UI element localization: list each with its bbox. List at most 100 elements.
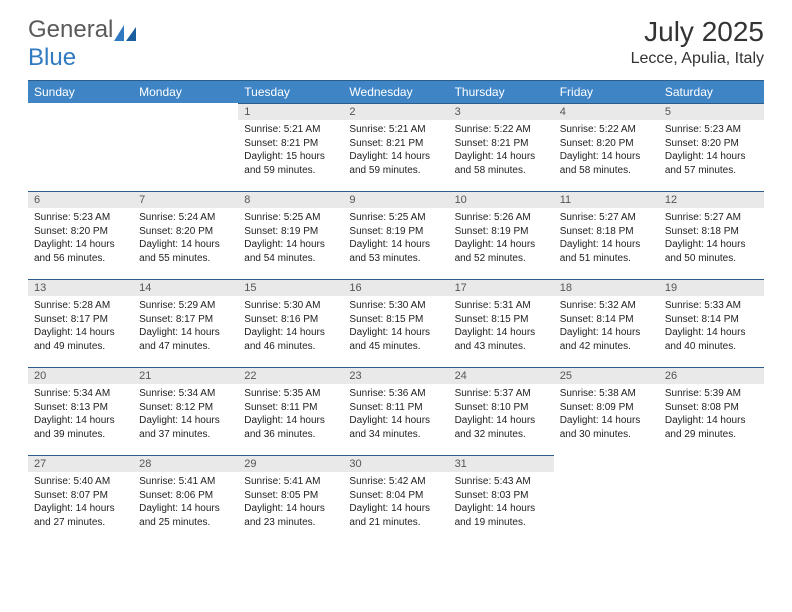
calendar-cell: 3Sunrise: 5:22 AMSunset: 8:21 PMDaylight… — [449, 103, 554, 191]
calendar-cell — [133, 103, 238, 191]
day-number: 19 — [659, 279, 764, 296]
calendar-cell: 21Sunrise: 5:34 AMSunset: 8:12 PMDayligh… — [133, 367, 238, 455]
day-details: Sunrise: 5:24 AMSunset: 8:20 PMDaylight:… — [133, 208, 238, 271]
calendar-cell: 8Sunrise: 5:25 AMSunset: 8:19 PMDaylight… — [238, 191, 343, 279]
weekday-header: Monday — [133, 81, 238, 104]
location-text: Lecce, Apulia, Italy — [631, 50, 764, 68]
calendar-cell: 5Sunrise: 5:23 AMSunset: 8:20 PMDaylight… — [659, 103, 764, 191]
day-number: 14 — [133, 279, 238, 296]
calendar-cell: 18Sunrise: 5:32 AMSunset: 8:14 PMDayligh… — [554, 279, 659, 367]
day-details: Sunrise: 5:28 AMSunset: 8:17 PMDaylight:… — [28, 296, 133, 359]
day-number: 11 — [554, 191, 659, 208]
day-number: 31 — [449, 455, 554, 472]
day-details: Sunrise: 5:31 AMSunset: 8:15 PMDaylight:… — [449, 296, 554, 359]
day-number: 12 — [659, 191, 764, 208]
calendar-week-row: 20Sunrise: 5:34 AMSunset: 8:13 PMDayligh… — [28, 367, 764, 455]
day-number: 22 — [238, 367, 343, 384]
weekday-header: Tuesday — [238, 81, 343, 104]
weekday-header: Thursday — [449, 81, 554, 104]
day-details: Sunrise: 5:29 AMSunset: 8:17 PMDaylight:… — [133, 296, 238, 359]
day-number: 5 — [659, 103, 764, 120]
day-number: 4 — [554, 103, 659, 120]
weekday-header: Saturday — [659, 81, 764, 104]
calendar-cell: 25Sunrise: 5:38 AMSunset: 8:09 PMDayligh… — [554, 367, 659, 455]
day-details: Sunrise: 5:41 AMSunset: 8:06 PMDaylight:… — [133, 472, 238, 535]
calendar-cell: 28Sunrise: 5:41 AMSunset: 8:06 PMDayligh… — [133, 455, 238, 543]
calendar-cell: 9Sunrise: 5:25 AMSunset: 8:19 PMDaylight… — [343, 191, 448, 279]
day-number: 10 — [449, 191, 554, 208]
calendar-cell: 6Sunrise: 5:23 AMSunset: 8:20 PMDaylight… — [28, 191, 133, 279]
day-details: Sunrise: 5:35 AMSunset: 8:11 PMDaylight:… — [238, 384, 343, 447]
calendar-cell: 14Sunrise: 5:29 AMSunset: 8:17 PMDayligh… — [133, 279, 238, 367]
calendar-week-row: 27Sunrise: 5:40 AMSunset: 8:07 PMDayligh… — [28, 455, 764, 543]
weekday-header: Sunday — [28, 81, 133, 104]
day-details: Sunrise: 5:26 AMSunset: 8:19 PMDaylight:… — [449, 208, 554, 271]
day-details: Sunrise: 5:34 AMSunset: 8:12 PMDaylight:… — [133, 384, 238, 447]
day-details: Sunrise: 5:32 AMSunset: 8:14 PMDaylight:… — [554, 296, 659, 359]
day-details: Sunrise: 5:40 AMSunset: 8:07 PMDaylight:… — [28, 472, 133, 535]
calendar-body: 1Sunrise: 5:21 AMSunset: 8:21 PMDaylight… — [28, 103, 764, 543]
calendar-cell: 27Sunrise: 5:40 AMSunset: 8:07 PMDayligh… — [28, 455, 133, 543]
day-details: Sunrise: 5:38 AMSunset: 8:09 PMDaylight:… — [554, 384, 659, 447]
day-details: Sunrise: 5:30 AMSunset: 8:16 PMDaylight:… — [238, 296, 343, 359]
calendar-table: SundayMondayTuesdayWednesdayThursdayFrid… — [28, 80, 764, 543]
logo-word1: General — [28, 16, 113, 43]
logo-sail-icon — [114, 22, 136, 40]
day-number: 28 — [133, 455, 238, 472]
calendar-cell — [28, 103, 133, 191]
calendar-cell: 11Sunrise: 5:27 AMSunset: 8:18 PMDayligh… — [554, 191, 659, 279]
calendar-week-row: 1Sunrise: 5:21 AMSunset: 8:21 PMDaylight… — [28, 103, 764, 191]
day-number: 25 — [554, 367, 659, 384]
day-number: 16 — [343, 279, 448, 296]
weekday-row: SundayMondayTuesdayWednesdayThursdayFrid… — [28, 81, 764, 104]
day-details: Sunrise: 5:41 AMSunset: 8:05 PMDaylight:… — [238, 472, 343, 535]
day-details: Sunrise: 5:30 AMSunset: 8:15 PMDaylight:… — [343, 296, 448, 359]
day-number: 6 — [28, 191, 133, 208]
logo-word2: Blue — [28, 44, 76, 71]
day-number: 7 — [133, 191, 238, 208]
calendar-cell: 15Sunrise: 5:30 AMSunset: 8:16 PMDayligh… — [238, 279, 343, 367]
day-details: Sunrise: 5:42 AMSunset: 8:04 PMDaylight:… — [343, 472, 448, 535]
day-number: 13 — [28, 279, 133, 296]
day-number: 23 — [343, 367, 448, 384]
day-number: 18 — [554, 279, 659, 296]
calendar-cell: 23Sunrise: 5:36 AMSunset: 8:11 PMDayligh… — [343, 367, 448, 455]
day-details: Sunrise: 5:36 AMSunset: 8:11 PMDaylight:… — [343, 384, 448, 447]
calendar-week-row: 6Sunrise: 5:23 AMSunset: 8:20 PMDaylight… — [28, 191, 764, 279]
logo: GeneralBlue — [28, 16, 137, 72]
day-details: Sunrise: 5:25 AMSunset: 8:19 PMDaylight:… — [343, 208, 448, 271]
day-details: Sunrise: 5:37 AMSunset: 8:10 PMDaylight:… — [449, 384, 554, 447]
day-number: 27 — [28, 455, 133, 472]
day-number: 9 — [343, 191, 448, 208]
calendar-cell: 29Sunrise: 5:41 AMSunset: 8:05 PMDayligh… — [238, 455, 343, 543]
day-details: Sunrise: 5:22 AMSunset: 8:20 PMDaylight:… — [554, 120, 659, 183]
day-details: Sunrise: 5:21 AMSunset: 8:21 PMDaylight:… — [238, 120, 343, 183]
day-details: Sunrise: 5:27 AMSunset: 8:18 PMDaylight:… — [554, 208, 659, 271]
day-details: Sunrise: 5:43 AMSunset: 8:03 PMDaylight:… — [449, 472, 554, 535]
day-number: 20 — [28, 367, 133, 384]
calendar-cell: 12Sunrise: 5:27 AMSunset: 8:18 PMDayligh… — [659, 191, 764, 279]
calendar-cell: 31Sunrise: 5:43 AMSunset: 8:03 PMDayligh… — [449, 455, 554, 543]
calendar-cell: 30Sunrise: 5:42 AMSunset: 8:04 PMDayligh… — [343, 455, 448, 543]
day-number: 29 — [238, 455, 343, 472]
day-details: Sunrise: 5:23 AMSunset: 8:20 PMDaylight:… — [659, 120, 764, 183]
calendar-cell: 26Sunrise: 5:39 AMSunset: 8:08 PMDayligh… — [659, 367, 764, 455]
day-number: 2 — [343, 103, 448, 120]
day-number: 21 — [133, 367, 238, 384]
day-number: 26 — [659, 367, 764, 384]
month-title: July 2025 — [631, 16, 764, 48]
title-block: July 2025 Lecce, Apulia, Italy — [631, 16, 764, 68]
calendar-cell: 19Sunrise: 5:33 AMSunset: 8:14 PMDayligh… — [659, 279, 764, 367]
day-details: Sunrise: 5:34 AMSunset: 8:13 PMDaylight:… — [28, 384, 133, 447]
calendar-cell: 17Sunrise: 5:31 AMSunset: 8:15 PMDayligh… — [449, 279, 554, 367]
day-number: 24 — [449, 367, 554, 384]
calendar-cell: 2Sunrise: 5:21 AMSunset: 8:21 PMDaylight… — [343, 103, 448, 191]
day-number: 30 — [343, 455, 448, 472]
calendar-cell: 24Sunrise: 5:37 AMSunset: 8:10 PMDayligh… — [449, 367, 554, 455]
day-details: Sunrise: 5:27 AMSunset: 8:18 PMDaylight:… — [659, 208, 764, 271]
weekday-header: Friday — [554, 81, 659, 104]
weekday-header: Wednesday — [343, 81, 448, 104]
calendar-cell: 7Sunrise: 5:24 AMSunset: 8:20 PMDaylight… — [133, 191, 238, 279]
calendar-cell: 13Sunrise: 5:28 AMSunset: 8:17 PMDayligh… — [28, 279, 133, 367]
day-details: Sunrise: 5:21 AMSunset: 8:21 PMDaylight:… — [343, 120, 448, 183]
